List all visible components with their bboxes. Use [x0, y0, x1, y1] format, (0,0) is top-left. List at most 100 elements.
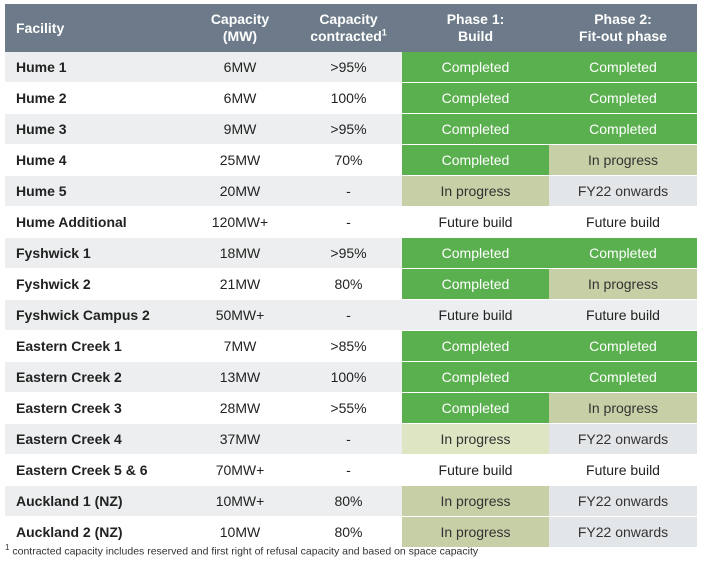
header-row: Facility Capacity (MW) Capacity contracted…	[5, 4, 697, 52]
facility-cell: Hume 1	[5, 52, 185, 83]
phase1-status-cell: In progress	[402, 424, 549, 455]
contracted-cell: 70%	[295, 145, 402, 176]
contracted-cell: 80%	[295, 269, 402, 300]
facility-cell: Auckland 1 (NZ)	[5, 486, 185, 517]
contracted-cell: 80%	[295, 486, 402, 517]
phase2-status-cell: Future build	[549, 207, 697, 238]
phase2-status-cell: FY22 onwards	[549, 517, 697, 548]
facility-cell: Fyshwick 1	[5, 238, 185, 269]
phase1-status-cell: Future build	[402, 207, 549, 238]
capacity-cell: 9MW	[185, 114, 295, 145]
phase1-status-cell: Completed	[402, 145, 549, 176]
footnote-mark: 1	[5, 543, 10, 552]
header-contracted: Capacity contracted1	[295, 4, 402, 52]
contracted-cell: -	[295, 176, 402, 207]
header-contracted-line2: contracted	[310, 28, 382, 44]
footnote: 1 contracted capacity includes reserved …	[5, 543, 478, 558]
header-contracted-line1: Capacity	[319, 11, 378, 27]
table-body: Hume 1 6MW >95% Completed Completed Hume 2 6MW…	[5, 52, 697, 548]
contracted-cell: >95%	[295, 52, 402, 83]
header-facility: Facility	[5, 4, 185, 52]
contracted-cell: -	[295, 424, 402, 455]
facility-cell: Eastern Creek 4	[5, 424, 185, 455]
contracted-cell: >55%	[295, 393, 402, 424]
capacity-cell: 70MW+	[185, 455, 295, 486]
capacity-cell: 10MW+	[185, 486, 295, 517]
phase2-status-cell: Completed	[549, 238, 697, 269]
capacity-cell: 50MW+	[185, 300, 295, 331]
phase1-status-cell: Completed	[402, 114, 549, 145]
table-row: Eastern Creek 4 37MW - In progress FY22 onwa…	[5, 424, 697, 455]
phase2-status-cell: In progress	[549, 145, 697, 176]
phase1-status-cell: Completed	[402, 83, 549, 114]
facility-cell: Hume Additional	[5, 207, 185, 238]
facility-cell: Eastern Creek 5 & 6	[5, 455, 185, 486]
phase2-status-cell: Completed	[549, 114, 697, 145]
header-capacity: Capacity (MW)	[185, 4, 295, 52]
header-capacity-line2: (MW)	[222, 28, 258, 44]
header-phase1-line2: Build	[458, 28, 493, 44]
contracted-cell: -	[295, 455, 402, 486]
table-row: Auckland 1 (NZ) 10MW+ 80% In progress FY22 o…	[5, 486, 697, 517]
capacity-cell: 120MW+	[185, 207, 295, 238]
phase2-status-cell: FY22 onwards	[549, 486, 697, 517]
capacity-cell: 21MW	[185, 269, 295, 300]
phase2-status-cell: Completed	[549, 331, 697, 362]
phase1-status-cell: In progress	[402, 486, 549, 517]
facility-cell: Hume 2	[5, 83, 185, 114]
table-row: Hume 5 20MW - In progress FY22 onwards	[5, 176, 697, 207]
table-row: Fyshwick Campus 2 50MW+ - Future build Futur…	[5, 300, 697, 331]
facility-cell: Fyshwick Campus 2	[5, 300, 185, 331]
table-row: Fyshwick 1 18MW >95% Completed Completed	[5, 238, 697, 269]
table-row: Eastern Creek 3 28MW >55% Completed In progr…	[5, 393, 697, 424]
table-row: Hume 2 6MW 100% Completed Completed	[5, 83, 697, 114]
capacity-cell: 13MW	[185, 362, 295, 393]
capacity-cell: 10MW	[185, 517, 295, 548]
phase1-status-cell: In progress	[402, 517, 549, 548]
table-row: Hume Additional 120MW+ - Future build Future…	[5, 207, 697, 238]
capacity-cell: 25MW	[185, 145, 295, 176]
capacity-cell: 7MW	[185, 331, 295, 362]
contracted-cell: 100%	[295, 83, 402, 114]
capacity-cell: 18MW	[185, 238, 295, 269]
phase2-status-cell: Completed	[549, 52, 697, 83]
phase2-status-cell: Completed	[549, 362, 697, 393]
capacity-cell: 28MW	[185, 393, 295, 424]
table-row: Eastern Creek 5 & 6 70MW+ - Future build Fut…	[5, 455, 697, 486]
phase2-status-cell: Completed	[549, 83, 697, 114]
phase1-status-cell: Future build	[402, 300, 549, 331]
contracted-cell: 80%	[295, 517, 402, 548]
header-capacity-line1: Capacity	[210, 11, 270, 27]
phase1-status-cell: Completed	[402, 362, 549, 393]
header-contracted-footnote-mark: 1	[381, 27, 387, 38]
contracted-cell: 100%	[295, 362, 402, 393]
table-header: Facility Capacity (MW) Capacity contracted…	[5, 4, 697, 52]
table-row: Fyshwick 2 21MW 80% Completed In progress	[5, 269, 697, 300]
table-row: Hume 3 9MW >95% Completed Completed	[5, 114, 697, 145]
facility-cell: Eastern Creek 3	[5, 393, 185, 424]
phase2-status-cell: Future build	[549, 455, 697, 486]
table-row: Eastern Creek 2 13MW 100% Completed Complete…	[5, 362, 697, 393]
phase1-status-cell: Completed	[402, 238, 549, 269]
table-row: Hume 4 25MW 70% Completed In progress	[5, 145, 697, 176]
phase1-status-cell: Completed	[402, 393, 549, 424]
header-phase2-line2: Fit-out phase	[579, 28, 667, 44]
header-facility-label: Facility	[16, 19, 65, 36]
table-row: Auckland 2 (NZ) 10MW 80% In progress FY22 on…	[5, 517, 697, 548]
facility-table: Facility Capacity (MW) Capacity contracted…	[5, 4, 697, 548]
contracted-cell: >85%	[295, 331, 402, 362]
header-phase1-line1: Phase 1:	[446, 11, 505, 27]
facility-table-container: Facility Capacity (MW) Capacity contracted…	[5, 4, 697, 548]
phase1-status-cell: Completed	[402, 52, 549, 83]
capacity-cell: 37MW	[185, 424, 295, 455]
phase1-status-cell: Completed	[402, 331, 549, 362]
footnote-text: contracted capacity includes reserved an…	[12, 545, 479, 558]
facility-cell: Fyshwick 2	[5, 269, 185, 300]
facility-cell: Auckland 2 (NZ)	[5, 517, 185, 548]
phase2-status-cell: FY22 onwards	[549, 424, 697, 455]
facility-cell: Hume 4	[5, 145, 185, 176]
phase2-status-cell: Future build	[549, 300, 697, 331]
phase1-status-cell: Completed	[402, 269, 549, 300]
header-phase2-line1: Phase 2:	[594, 11, 652, 27]
table-row: Hume 1 6MW >95% Completed Completed	[5, 52, 697, 83]
